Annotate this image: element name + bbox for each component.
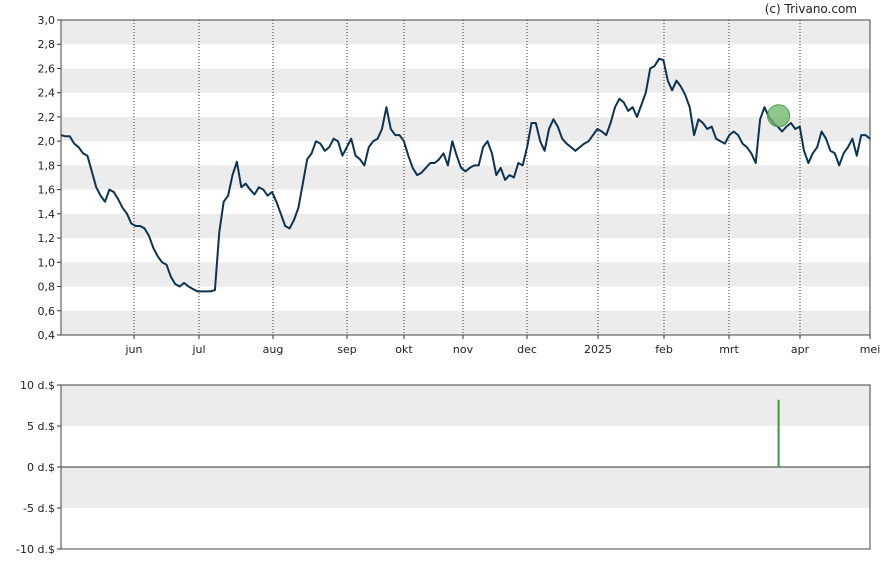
plot-frame [60,19,871,336]
x-tick-label: dec [517,343,537,356]
y-tick-label: 0,4 [38,329,56,342]
event-marker [767,104,791,128]
y-tick-label: 0,6 [38,305,56,318]
x-tick-label: okt [395,343,413,356]
y-tick-label: 0 d.$ [27,461,55,474]
x-tick-label: aug [263,343,284,356]
y-tick-label: 2,6 [38,62,56,75]
y-tick-label: 1,8 [38,159,56,172]
y-tick-label: 2,0 [38,135,56,148]
price-line [60,57,871,293]
y-tick-label: -10 d.$ [16,543,55,556]
y-tick-label: 1,2 [38,232,56,245]
x-tick-label: sep [337,343,356,356]
grid-band [61,165,870,190]
y-tick-label: 2,4 [38,87,56,100]
y-tick-label: 1,6 [38,184,56,197]
x-tick-label: jul [191,343,205,356]
x-tick-label: apr [791,343,810,356]
grid-band [61,385,870,426]
y-tick-label: 0,8 [38,281,56,294]
y-tick-label: 2,2 [38,111,56,124]
dividend-panel: -10 d.$ -5 d.$ 0 d.$ 5 d.$ 10 d.$ [16,379,871,556]
y-tick-label: 1,0 [38,256,56,269]
x-tick-label: mei [860,343,881,356]
grid-band [61,20,870,45]
grid-band [61,467,870,508]
x-tick-label: feb [655,343,673,356]
x-tick-label: mrt [719,343,739,356]
grid-band [61,310,870,335]
grid-band [61,116,870,142]
x-tick-label: nov [453,343,474,356]
y-tick-label: 3,0 [38,14,56,27]
price-panel: jun jul aug sep okt nov dec 2025 feb mrt apr mei 0,4… [38,14,881,356]
y-tick-label: 1,4 [38,208,56,221]
y-tick-label: 2,8 [38,38,56,51]
y-tick-label: 10 d.$ [20,379,55,392]
copyright-text: (c) Trivano.com [765,2,857,16]
grid-band [61,262,870,287]
grid-band [61,68,870,93]
x-tick-label: 2025 [584,343,612,356]
plot-frame [60,384,871,550]
x-tick-label: jun [125,343,143,356]
grid-band [61,213,870,239]
y-tick-label: -5 d.$ [23,502,55,515]
y-tick-label: 5 d.$ [27,420,55,433]
